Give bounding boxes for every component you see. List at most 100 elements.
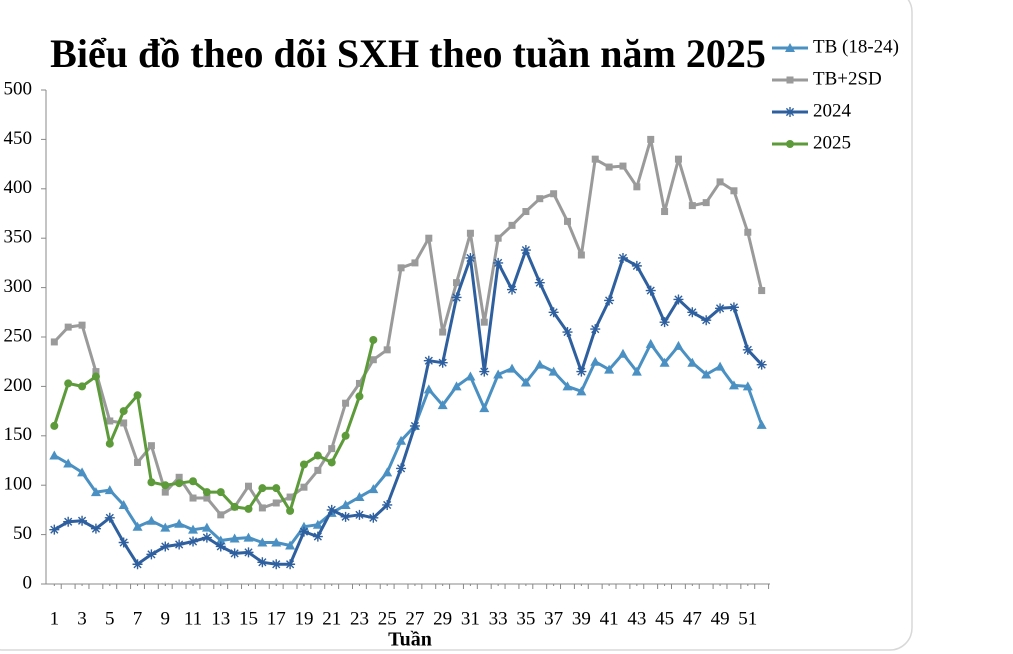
marker bbox=[423, 355, 434, 366]
marker bbox=[562, 327, 573, 338]
marker bbox=[354, 509, 365, 520]
marker bbox=[715, 303, 726, 314]
marker bbox=[90, 487, 101, 497]
marker bbox=[77, 467, 88, 477]
x-tick-label: 1 bbox=[50, 608, 60, 629]
marker bbox=[104, 512, 115, 523]
marker bbox=[369, 335, 378, 344]
y-tick-label: 350 bbox=[4, 227, 33, 248]
marker bbox=[327, 458, 336, 467]
marker bbox=[437, 400, 448, 410]
marker bbox=[701, 315, 712, 326]
marker bbox=[326, 504, 337, 515]
marker bbox=[522, 208, 530, 216]
x-tick-label: 43 bbox=[627, 608, 646, 629]
marker bbox=[132, 559, 143, 570]
marker bbox=[203, 494, 211, 502]
marker bbox=[577, 251, 585, 259]
marker bbox=[369, 356, 377, 364]
marker bbox=[146, 515, 157, 525]
y-tick-label: 50 bbox=[13, 523, 32, 544]
marker bbox=[590, 324, 601, 335]
marker bbox=[742, 381, 753, 391]
x-tick-label: 25 bbox=[378, 608, 397, 629]
marker bbox=[230, 502, 239, 511]
marker bbox=[271, 537, 282, 547]
marker bbox=[423, 384, 434, 394]
marker bbox=[174, 518, 185, 528]
marker bbox=[174, 539, 185, 550]
marker bbox=[409, 420, 420, 431]
marker bbox=[716, 178, 724, 186]
marker bbox=[701, 369, 712, 379]
legend-label: TB (18-24) bbox=[813, 36, 899, 57]
x-tick-label: 3 bbox=[77, 608, 87, 629]
marker bbox=[548, 307, 559, 318]
marker bbox=[300, 483, 308, 491]
y-tick-label: 100 bbox=[4, 474, 33, 495]
x-tick-label: 11 bbox=[184, 608, 202, 629]
marker bbox=[493, 257, 504, 268]
marker bbox=[619, 162, 627, 170]
marker bbox=[354, 492, 365, 502]
y-tick-label: 250 bbox=[4, 325, 33, 346]
y-tick-label: 400 bbox=[4, 177, 33, 198]
y-tick-label: 500 bbox=[4, 78, 33, 99]
marker bbox=[285, 559, 296, 570]
marker bbox=[229, 533, 240, 543]
marker bbox=[77, 515, 88, 526]
x-axis-label: Tuần bbox=[388, 629, 432, 651]
marker bbox=[439, 328, 447, 336]
marker bbox=[590, 356, 601, 366]
marker bbox=[243, 547, 254, 558]
legend-item: 2024 bbox=[772, 100, 852, 121]
legend-label: 2025 bbox=[813, 132, 851, 153]
y-tick-label: 200 bbox=[4, 375, 33, 396]
marker bbox=[285, 540, 296, 550]
marker bbox=[479, 366, 490, 377]
y-tick-label: 150 bbox=[4, 424, 33, 445]
marker bbox=[659, 357, 670, 367]
marker bbox=[786, 140, 794, 148]
marker bbox=[342, 399, 350, 407]
legend-item: TB (18-24) bbox=[772, 36, 899, 57]
marker bbox=[201, 522, 212, 532]
x-tick-label: 37 bbox=[544, 608, 563, 629]
marker bbox=[564, 217, 572, 225]
marker bbox=[674, 155, 682, 163]
marker bbox=[451, 381, 462, 391]
marker bbox=[229, 548, 240, 559]
marker bbox=[645, 285, 656, 296]
marker bbox=[673, 294, 684, 305]
marker bbox=[437, 357, 448, 368]
series-line bbox=[53, 342, 764, 547]
marker bbox=[201, 532, 212, 543]
marker bbox=[744, 228, 752, 236]
marker bbox=[216, 488, 225, 497]
marker bbox=[120, 419, 128, 427]
marker bbox=[688, 202, 696, 210]
marker bbox=[188, 536, 199, 547]
x-tick-label: 23 bbox=[350, 608, 369, 629]
x-tick-label: 33 bbox=[489, 608, 508, 629]
marker bbox=[659, 317, 670, 328]
marker bbox=[728, 380, 739, 390]
marker bbox=[133, 391, 142, 400]
x-tick-label: 7 bbox=[133, 608, 143, 629]
marker bbox=[548, 366, 559, 376]
marker bbox=[715, 361, 726, 371]
marker bbox=[188, 524, 199, 534]
marker bbox=[355, 392, 364, 401]
marker bbox=[785, 107, 795, 117]
x-tick-label: 27 bbox=[405, 608, 424, 629]
marker bbox=[78, 382, 87, 391]
marker bbox=[368, 512, 379, 523]
marker bbox=[118, 537, 129, 548]
marker bbox=[104, 485, 115, 495]
marker bbox=[161, 481, 170, 490]
series-line bbox=[53, 248, 763, 566]
marker bbox=[756, 419, 767, 429]
marker bbox=[160, 541, 171, 552]
y-tick-label: 450 bbox=[4, 128, 33, 149]
